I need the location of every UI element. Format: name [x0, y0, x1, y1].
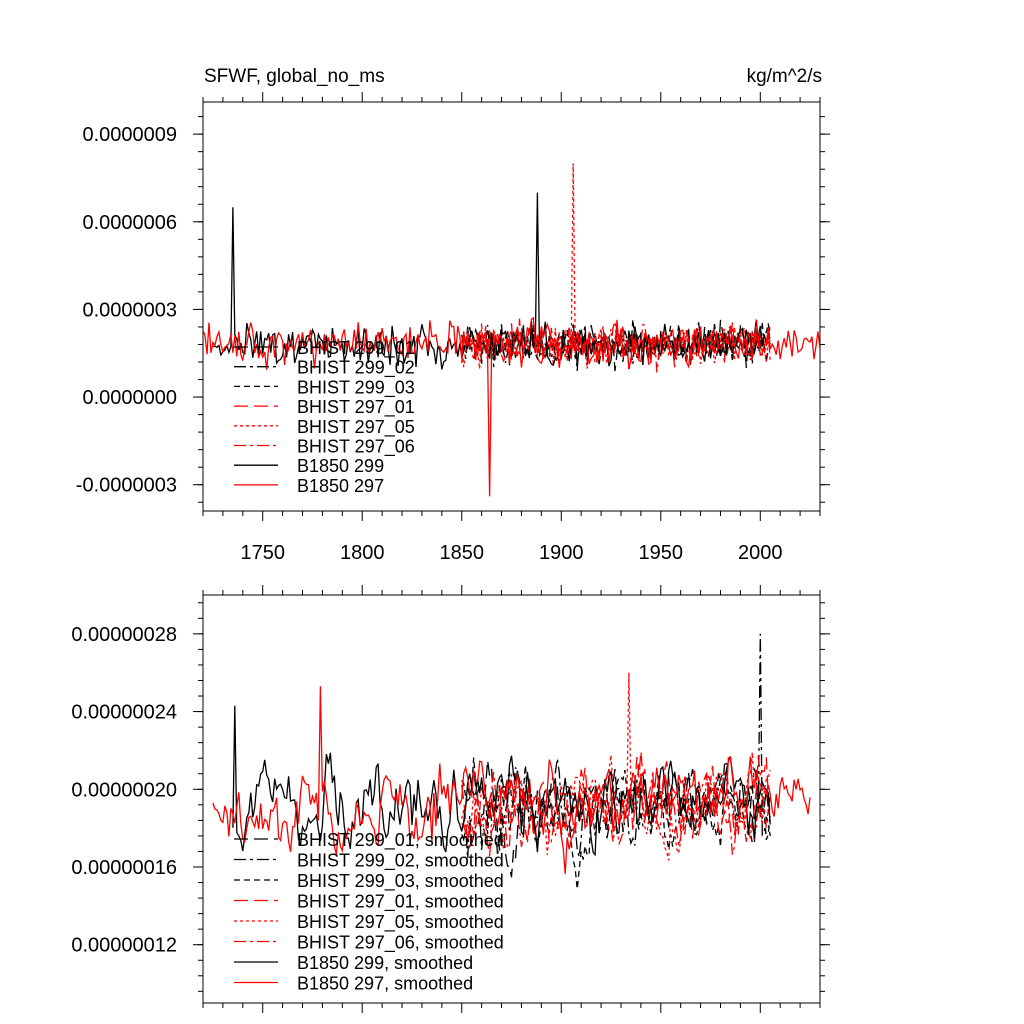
legend-label: B1850 299	[297, 456, 384, 476]
units-label: kg/m^2/s	[747, 66, 822, 87]
legend-label: BHIST 297_06	[297, 437, 415, 458]
legend-label: BHIST 299_01, smoothed	[297, 830, 504, 851]
y-tick-label: 0.00000024	[71, 702, 177, 724]
series-line	[203, 316, 820, 497]
x-tick-label: 1850	[439, 542, 484, 564]
x-tick-label: 1800	[340, 542, 385, 564]
top-panel: 1750 1800 1850 1900 1950 2000 -0.0000003 0.0000…	[76, 92, 830, 564]
bottom-series-group	[212, 633, 811, 890]
legend-label: BHIST 297_06, smoothed	[297, 933, 504, 954]
series-line	[461, 633, 771, 859]
y-tick-label: 0.0000003	[82, 299, 177, 321]
top-plot-frame	[202, 101, 821, 512]
x-tick-label: 1750	[240, 542, 285, 564]
legend-label: BHIST 299_01	[297, 338, 415, 359]
legend-label: B1850 297	[297, 476, 384, 496]
x-tick-label: 1900	[539, 542, 584, 564]
series-line	[461, 319, 771, 371]
legend-label: B1850 299, smoothed	[297, 953, 473, 973]
legend-label: B1850 297, smoothed	[297, 974, 473, 994]
legend-label: BHIST 299_03, smoothed	[297, 871, 504, 892]
series-line	[212, 686, 811, 874]
x-tick-label: 2000	[738, 542, 783, 564]
legend-label: BHIST 299_02, smoothed	[297, 851, 504, 872]
bottom-plot-frame	[202, 594, 821, 1004]
x-tick-label: 1950	[639, 542, 684, 564]
y-tick-label: 0.0000009	[82, 124, 177, 146]
legend-label: BHIST 297_01, smoothed	[297, 892, 504, 913]
legend-label: BHIST 297_05	[297, 417, 415, 438]
y-tick-label: -0.0000003	[76, 475, 177, 497]
y-tick-label: 0.0000000	[82, 387, 177, 409]
series-line	[461, 672, 771, 861]
legend-label: BHIST 297_05, smoothed	[297, 912, 504, 933]
legend-label: BHIST 297_01	[297, 397, 415, 418]
legend-label: BHIST 299_02	[297, 358, 415, 379]
y-tick-label: 0.00000012	[71, 935, 177, 957]
y-tick-label: 0.0000006	[82, 212, 177, 234]
legend-label: BHIST 299_03	[297, 377, 415, 398]
top-series-group	[203, 163, 820, 497]
y-tick-label: 0.00000020	[71, 779, 177, 801]
bottom-panel: 0.00000012 0.00000016 0.00000020 0.00000024…	[71, 585, 830, 1013]
series-line	[232, 705, 771, 857]
chart-title: SFWF, global_no_ms	[204, 66, 385, 87]
y-tick-label: 0.00000016	[71, 857, 177, 879]
y-tick-label: 0.00000028	[71, 624, 177, 646]
series-line	[212, 192, 771, 370]
